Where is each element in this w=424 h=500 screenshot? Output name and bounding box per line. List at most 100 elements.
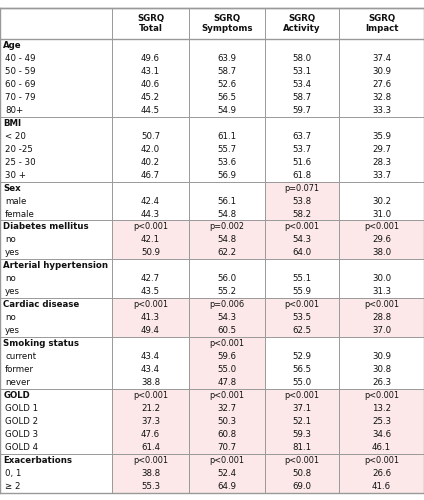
- Text: no: no: [5, 313, 16, 322]
- Text: 52.6: 52.6: [217, 80, 237, 89]
- Text: 21.2: 21.2: [141, 404, 160, 413]
- Text: p<0.001: p<0.001: [133, 391, 168, 400]
- Text: 30.0: 30.0: [372, 274, 391, 283]
- Text: 61.4: 61.4: [141, 442, 160, 452]
- Text: 49.4: 49.4: [141, 326, 160, 335]
- Text: 25.3: 25.3: [372, 417, 391, 426]
- Bar: [265, 182, 339, 194]
- Text: 55.9: 55.9: [293, 287, 312, 296]
- Text: 56.5: 56.5: [217, 93, 237, 102]
- Bar: [339, 466, 424, 479]
- Bar: [339, 234, 424, 246]
- Bar: [265, 298, 339, 311]
- Text: ≥ 2: ≥ 2: [5, 482, 21, 490]
- Text: 60 - 69: 60 - 69: [5, 80, 36, 89]
- Text: 60.5: 60.5: [217, 326, 237, 335]
- Text: Diabetes mellitus: Diabetes mellitus: [3, 222, 89, 232]
- Text: 54.3: 54.3: [217, 313, 237, 322]
- Bar: [189, 454, 265, 466]
- Text: no: no: [5, 274, 16, 283]
- Text: p<0.001: p<0.001: [209, 339, 244, 348]
- Bar: [112, 324, 189, 337]
- Text: 31.3: 31.3: [372, 287, 391, 296]
- Text: 34.6: 34.6: [372, 430, 391, 438]
- Text: 58.2: 58.2: [293, 210, 312, 218]
- Text: 81.1: 81.1: [293, 442, 312, 452]
- Bar: [265, 234, 339, 246]
- Text: 41.6: 41.6: [372, 482, 391, 490]
- Text: p<0.001: p<0.001: [364, 222, 399, 232]
- Text: 54.8: 54.8: [217, 236, 237, 244]
- Bar: [339, 402, 424, 415]
- Text: 59.7: 59.7: [293, 106, 312, 115]
- Text: 38.0: 38.0: [372, 248, 391, 258]
- Bar: [265, 454, 339, 466]
- Bar: [339, 298, 424, 311]
- Text: p<0.001: p<0.001: [364, 300, 399, 309]
- Text: GOLD 4: GOLD 4: [5, 442, 38, 452]
- Text: Cardiac disease: Cardiac disease: [3, 300, 80, 309]
- Text: 37.4: 37.4: [372, 54, 391, 63]
- Text: former: former: [5, 365, 34, 374]
- Text: 64.9: 64.9: [218, 482, 236, 490]
- Text: 55.2: 55.2: [217, 287, 237, 296]
- Text: 27.6: 27.6: [372, 80, 391, 89]
- Text: 25 - 30: 25 - 30: [5, 158, 36, 166]
- Text: 58.7: 58.7: [293, 93, 312, 102]
- Text: 0, 1: 0, 1: [5, 468, 22, 477]
- Bar: [189, 311, 265, 324]
- Text: 29.6: 29.6: [372, 236, 391, 244]
- Text: 58.0: 58.0: [293, 54, 312, 63]
- Text: 59.6: 59.6: [218, 352, 236, 361]
- Text: 47.6: 47.6: [141, 430, 160, 438]
- Text: SGRQ
Activity: SGRQ Activity: [283, 14, 321, 33]
- Text: 44.5: 44.5: [141, 106, 160, 115]
- Bar: [265, 311, 339, 324]
- Text: 52.1: 52.1: [293, 417, 312, 426]
- Bar: [189, 220, 265, 234]
- Text: BMI: BMI: [3, 119, 22, 128]
- Text: 55.0: 55.0: [293, 378, 312, 387]
- Bar: [189, 389, 265, 402]
- Bar: [339, 324, 424, 337]
- Text: 61.8: 61.8: [293, 170, 312, 179]
- Text: 56.0: 56.0: [217, 274, 237, 283]
- Text: GOLD 2: GOLD 2: [5, 417, 38, 426]
- Text: 43.4: 43.4: [141, 365, 160, 374]
- Text: 54.9: 54.9: [218, 106, 236, 115]
- Bar: [265, 220, 339, 234]
- Text: 42.1: 42.1: [141, 236, 160, 244]
- Text: p<0.001: p<0.001: [285, 222, 320, 232]
- Text: 29.7: 29.7: [372, 145, 391, 154]
- Bar: [112, 480, 189, 492]
- Bar: [189, 337, 265, 350]
- Text: female: female: [5, 210, 35, 218]
- Text: 56.1: 56.1: [217, 196, 237, 205]
- Text: p=0.006: p=0.006: [209, 300, 244, 309]
- Text: 59.3: 59.3: [293, 430, 312, 438]
- Text: 33.7: 33.7: [372, 170, 391, 179]
- Text: 32.8: 32.8: [372, 93, 391, 102]
- Bar: [339, 246, 424, 260]
- Bar: [189, 402, 265, 415]
- Text: 30.9: 30.9: [372, 352, 391, 361]
- Text: 46.7: 46.7: [141, 170, 160, 179]
- Bar: [265, 466, 339, 479]
- Bar: [189, 440, 265, 454]
- Text: yes: yes: [5, 326, 20, 335]
- Text: 55.7: 55.7: [217, 145, 237, 154]
- Text: 53.1: 53.1: [293, 67, 312, 76]
- Text: 62.5: 62.5: [293, 326, 312, 335]
- Text: GOLD 1: GOLD 1: [5, 404, 38, 413]
- Bar: [112, 234, 189, 246]
- Text: 38.8: 38.8: [141, 468, 160, 477]
- Text: 30.2: 30.2: [372, 196, 391, 205]
- Text: 53.7: 53.7: [293, 145, 312, 154]
- Text: 28.8: 28.8: [372, 313, 391, 322]
- Text: 69.0: 69.0: [293, 482, 312, 490]
- Bar: [189, 363, 265, 376]
- Bar: [339, 311, 424, 324]
- Text: 53.4: 53.4: [293, 80, 312, 89]
- Text: 54.3: 54.3: [293, 236, 312, 244]
- Text: 58.7: 58.7: [217, 67, 237, 76]
